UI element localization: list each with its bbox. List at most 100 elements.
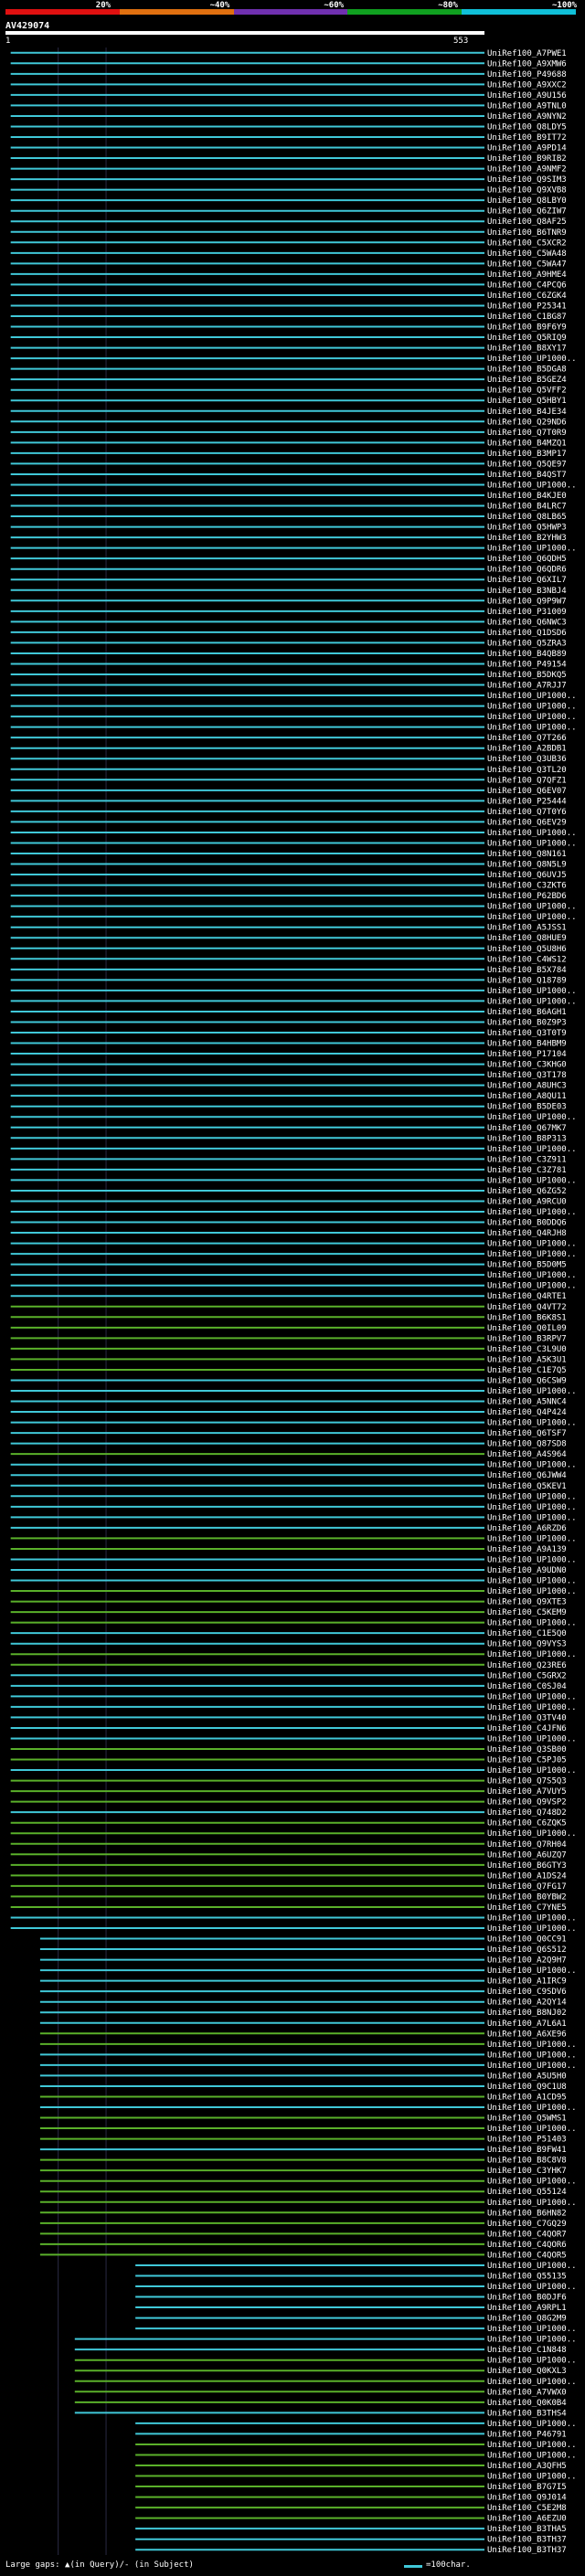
hit-label: UniRef100_Q5VFF2 <box>487 387 567 396</box>
hit-label: UniRef100_Q8N161 <box>487 850 567 859</box>
hit-label: UniRef100_Q5QE97 <box>487 460 567 469</box>
hit-label: UniRef100_Q29ND6 <box>487 418 567 427</box>
hit-label: UniRef100_A9HME4 <box>487 270 567 280</box>
scale-segment <box>233 9 348 15</box>
hit-label: UniRef100_Q4RJH8 <box>487 1229 567 1238</box>
hit-label: UniRef100_UP1000.. <box>487 481 577 490</box>
hit-label: UniRef100_Q5U8H6 <box>487 945 567 954</box>
hit-label: UniRef100_Q6JWW4 <box>487 1471 567 1480</box>
hit-label: UniRef100_Q6CSW9 <box>487 1376 567 1385</box>
hit-label: UniRef100_B4KJE0 <box>487 492 567 501</box>
hit-label: UniRef100_B0Z9P3 <box>487 1018 567 1027</box>
hit-label: UniRef100_C4QOR7 <box>487 2230 567 2239</box>
hit-label: UniRef100_P25444 <box>487 797 567 806</box>
hit-label: UniRef100_A7L6A1 <box>487 2019 567 2029</box>
hit-label: UniRef100_UP1000.. <box>487 2441 577 2450</box>
hit-label: UniRef100_B8C8V8 <box>487 2157 567 2166</box>
hit-label: UniRef100_UP1000.. <box>487 2378 577 2387</box>
hit-label: UniRef100_C5PJ05 <box>487 1756 567 1765</box>
hit-label: UniRef100_Q6NWC3 <box>487 618 567 627</box>
hit-label: UniRef100_UP1000.. <box>487 1250 577 1259</box>
hit-label: UniRef100_UP1000.. <box>487 1387 577 1396</box>
hit-label: UniRef100_A8QU11 <box>487 1092 567 1101</box>
hit-label: UniRef100_UP1000.. <box>487 2199 577 2208</box>
hit-label: UniRef100_A6RZD6 <box>487 1524 567 1533</box>
hit-label: UniRef100_Q0CC91 <box>487 1935 567 1945</box>
hit-label: UniRef100_C6ZQK5 <box>487 1819 567 1829</box>
query-end: 553 <box>453 37 469 46</box>
hit-label: UniRef100_Q4RTE1 <box>487 1292 567 1301</box>
query-start: 1 <box>5 37 11 46</box>
hit-label: UniRef100_A9XXC2 <box>487 80 567 90</box>
hit-label: UniRef100_B9FW41 <box>487 2146 567 2155</box>
hit-label: UniRef100_Q87SD8 <box>487 1440 567 1449</box>
hit-label: UniRef100_A7PWE1 <box>487 49 567 58</box>
legend: Large gaps: ▲(in Query)/- (in Subject) =… <box>5 2559 580 2573</box>
hit-label: UniRef100_B5D0M5 <box>487 1261 567 1270</box>
hit-label: UniRef100_A9NYN2 <box>487 112 567 122</box>
hit-label: UniRef100_A5K3U1 <box>487 1355 567 1364</box>
legend-scale-text: =100char. <box>426 2560 471 2570</box>
hit-label: UniRef100_B3TH37 <box>487 2536 567 2545</box>
hit-label: UniRef100_Q1DSD6 <box>487 629 567 638</box>
hit-label: UniRef100_UP1000.. <box>487 2262 577 2271</box>
hit-label: UniRef100_A1CD95 <box>487 2093 567 2102</box>
hit-label: UniRef100_Q5KEV1 <box>487 1482 567 1491</box>
hit-label: UniRef100_UP1000.. <box>487 903 577 912</box>
hit-label: UniRef100_A1DS24 <box>487 1871 567 1881</box>
hit-label: UniRef100_C5KEM9 <box>487 1608 567 1617</box>
hit-label: UniRef100_B4MZQ1 <box>487 439 567 448</box>
hit-label: UniRef100_B5DGA8 <box>487 366 567 375</box>
hit-label: UniRef100_C1E7Q5 <box>487 1366 567 1375</box>
hit-label: UniRef100_A3QFH5 <box>487 2462 567 2471</box>
query-bar <box>5 31 484 35</box>
hit-label: UniRef100_UP1000.. <box>487 1145 577 1154</box>
hit-label: UniRef100_Q6UVJ5 <box>487 871 567 880</box>
hit-label: UniRef100_UP1000.. <box>487 839 577 848</box>
hit-label: UniRef100_Q4P424 <box>487 1408 567 1417</box>
hit-label: UniRef100_UP1000.. <box>487 1587 577 1596</box>
hit-label: UniRef100_UP1000.. <box>487 1734 577 1744</box>
hit-label: UniRef100_Q3SB00 <box>487 1745 567 1754</box>
hit-label: UniRef100_Q7FG17 <box>487 1882 567 1892</box>
hit-label: UniRef100_UP1000.. <box>487 829 577 838</box>
hit-label: UniRef100_Q0K0B4 <box>487 2399 567 2408</box>
hit-label: UniRef100_Q748D2 <box>487 1808 567 1818</box>
hit-label: UniRef100_B8XY17 <box>487 345 567 354</box>
hit-label: UniRef100_UP1000.. <box>487 2357 577 2366</box>
hit-label: UniRef100_A5JSS1 <box>487 924 567 933</box>
hit-label: UniRef100_A1IRC9 <box>487 1977 567 1987</box>
hit-label: UniRef100_Q7T0R9 <box>487 429 567 438</box>
hit-label: UniRef100_A7VUY5 <box>487 1787 567 1797</box>
hit-label: UniRef100_B6K8S1 <box>487 1313 567 1322</box>
hit-label: UniRef100_P31009 <box>487 608 567 617</box>
hit-label: UniRef100_P46791 <box>487 2430 567 2439</box>
hit-label: UniRef100_Q3TL20 <box>487 766 567 775</box>
hit-label: UniRef100_Q6EV29 <box>487 818 567 827</box>
hit-label: UniRef100_C4PCQ6 <box>487 281 567 290</box>
hit-label: UniRef100_UP1000.. <box>487 2062 577 2071</box>
hit-label: UniRef100_UP1000.. <box>487 2051 577 2060</box>
hit-label: UniRef100_UP1000.. <box>487 2451 577 2460</box>
hit-label: UniRef100_A7RJJ7 <box>487 682 567 691</box>
hit-label: UniRef100_UP1000.. <box>487 1503 577 1512</box>
hit-label: UniRef100_B8P313 <box>487 1134 567 1143</box>
hit-label: UniRef100_B3THA5 <box>487 2525 567 2534</box>
hit-label: UniRef100_UP1000.. <box>487 2473 577 2482</box>
hit-label: UniRef100_UP1000.. <box>487 1650 577 1659</box>
hit-label: UniRef100_A6UZQ7 <box>487 1850 567 1860</box>
hit-label: UniRef100_B4QB89 <box>487 650 567 659</box>
hit-label: UniRef100_Q55135 <box>487 2272 567 2281</box>
hit-label: UniRef100_UP1000.. <box>487 1282 577 1291</box>
scale-segment <box>119 9 234 15</box>
hit-label: UniRef100_Q8LBY0 <box>487 196 567 206</box>
hit-label: UniRef100_Q7T266 <box>487 734 567 743</box>
hit-label: UniRef100_B3RPV7 <box>487 1334 567 1343</box>
hit-label: UniRef100_Q9VYS3 <box>487 1640 567 1649</box>
hit-label: UniRef100_C1BG87 <box>487 313 567 322</box>
hit-label: UniRef100_UP1000.. <box>487 1966 577 1976</box>
hit-label: UniRef100_UP1000.. <box>487 703 577 712</box>
hit-label: UniRef100_UP1000.. <box>487 1766 577 1776</box>
hit-label: UniRef100_Q6S512 <box>487 1945 567 1955</box>
hit-label: UniRef100_A9PD14 <box>487 144 567 154</box>
